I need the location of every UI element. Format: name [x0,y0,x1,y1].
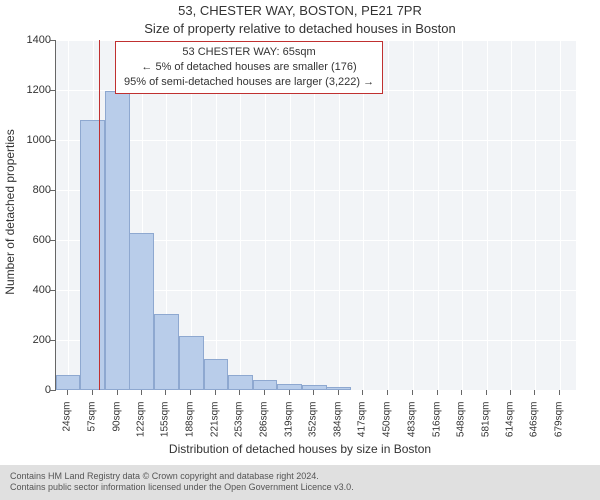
histogram-bar [228,375,253,390]
gridline-h [56,190,576,191]
y-axis-title: Number of detached properties [3,112,17,312]
x-tick-mark [67,390,68,395]
gridline-v [560,40,561,390]
footer-line-1: Contains HM Land Registry data © Crown c… [10,471,590,483]
gridline-v [388,40,389,390]
property-marker-line [99,40,100,390]
gridline-v [535,40,536,390]
x-tick-mark [559,390,560,395]
x-axis-title: Distribution of detached houses by size … [0,442,600,456]
x-tick-mark [264,390,265,395]
y-tick-mark [50,340,55,341]
histogram-bar [154,314,179,390]
chart-container: 53, CHESTER WAY, BOSTON, PE21 7PR Size o… [0,0,600,500]
y-tick-label: 200 [11,334,51,346]
gridline-v [462,40,463,390]
x-tick-mark [190,390,191,395]
x-tick-mark [486,390,487,395]
y-tick-mark [50,40,55,41]
gridline-v [511,40,512,390]
y-tick-mark [50,90,55,91]
gridline-v [487,40,488,390]
gridline-v [68,40,69,390]
gridline-v [413,40,414,390]
histogram-bar [326,387,351,390]
histogram-bar [129,233,154,391]
histogram-bar [253,380,278,390]
histogram-bar [179,336,204,390]
annotation-box: 53 CHESTER WAY: 65sqm ← 5% of detached h… [115,41,383,94]
x-tick-mark [437,390,438,395]
x-tick-mark [461,390,462,395]
x-tick-mark [534,390,535,395]
x-tick-mark [387,390,388,395]
gridline-h [56,390,576,391]
y-tick-label: 800 [11,184,51,196]
y-tick-mark [50,290,55,291]
y-tick-mark [50,190,55,191]
y-tick-label: 0 [11,384,51,396]
footer: Contains HM Land Registry data © Crown c… [0,465,600,500]
y-tick-mark [50,140,55,141]
x-tick-mark [313,390,314,395]
y-tick-label: 1400 [11,34,51,46]
annotation-line-2: ← 5% of detached houses are smaller (176… [124,60,374,75]
x-tick-mark [362,390,363,395]
gridline-v [438,40,439,390]
annotation-line-3: 95% of semi-detached houses are larger (… [124,75,374,90]
x-tick-mark [165,390,166,395]
histogram-bar [204,359,229,390]
histogram-bar [80,120,105,390]
x-tick-mark [289,390,290,395]
histogram-bar [105,91,130,390]
y-tick-label: 1200 [11,84,51,96]
x-tick-mark [215,390,216,395]
y-tick-label: 400 [11,284,51,296]
title-main: 53, CHESTER WAY, BOSTON, PE21 7PR [0,3,600,18]
footer-line-2: Contains public sector information licen… [10,482,590,494]
x-tick-mark [412,390,413,395]
gridline-h [56,140,576,141]
x-tick-mark [239,390,240,395]
y-tick-mark [50,240,55,241]
annotation-line-1: 53 CHESTER WAY: 65sqm [124,45,374,60]
histogram-bar [56,375,81,390]
x-tick-mark [338,390,339,395]
y-tick-label: 1000 [11,134,51,146]
y-tick-label: 600 [11,234,51,246]
histogram-bar [277,384,302,390]
y-tick-mark [50,390,55,391]
title-sub: Size of property relative to detached ho… [0,21,600,36]
x-tick-mark [141,390,142,395]
x-tick-mark [117,390,118,395]
x-tick-mark [510,390,511,395]
histogram-bar [302,385,327,390]
x-tick-mark [92,390,93,395]
